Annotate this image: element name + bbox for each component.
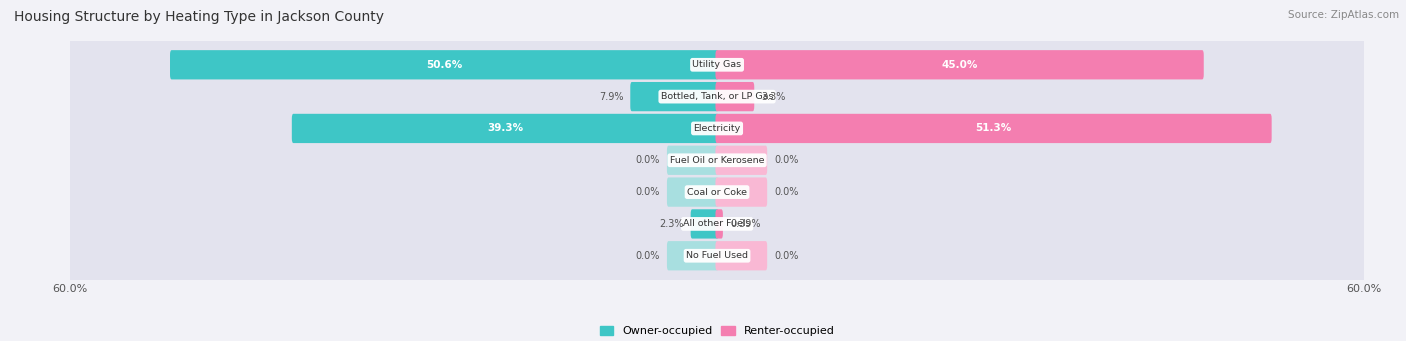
FancyBboxPatch shape xyxy=(67,65,1367,128)
Text: 51.3%: 51.3% xyxy=(976,123,1012,133)
Text: 39.3%: 39.3% xyxy=(488,123,523,133)
Text: Coal or Coke: Coal or Coke xyxy=(688,188,747,197)
FancyBboxPatch shape xyxy=(666,177,718,207)
FancyBboxPatch shape xyxy=(716,146,768,175)
Text: 0.0%: 0.0% xyxy=(775,251,799,261)
Text: 7.9%: 7.9% xyxy=(599,92,623,102)
FancyBboxPatch shape xyxy=(170,50,718,79)
Text: No Fuel Used: No Fuel Used xyxy=(686,251,748,260)
Text: Fuel Oil or Kerosene: Fuel Oil or Kerosene xyxy=(669,156,765,165)
FancyBboxPatch shape xyxy=(666,146,718,175)
FancyBboxPatch shape xyxy=(67,192,1367,255)
Text: Electricity: Electricity xyxy=(693,124,741,133)
FancyBboxPatch shape xyxy=(292,114,718,143)
FancyBboxPatch shape xyxy=(67,224,1367,287)
Text: 0.0%: 0.0% xyxy=(636,187,659,197)
FancyBboxPatch shape xyxy=(67,161,1367,224)
Text: 3.3%: 3.3% xyxy=(761,92,786,102)
Legend: Owner-occupied, Renter-occupied: Owner-occupied, Renter-occupied xyxy=(595,322,839,341)
Text: Utility Gas: Utility Gas xyxy=(693,60,741,69)
FancyBboxPatch shape xyxy=(67,129,1367,192)
FancyBboxPatch shape xyxy=(716,177,768,207)
Text: Source: ZipAtlas.com: Source: ZipAtlas.com xyxy=(1288,10,1399,20)
FancyBboxPatch shape xyxy=(716,241,768,270)
FancyBboxPatch shape xyxy=(716,209,723,239)
Text: Bottled, Tank, or LP Gas: Bottled, Tank, or LP Gas xyxy=(661,92,773,101)
Text: 0.0%: 0.0% xyxy=(775,187,799,197)
FancyBboxPatch shape xyxy=(67,33,1367,96)
Text: 0.0%: 0.0% xyxy=(775,155,799,165)
FancyBboxPatch shape xyxy=(716,50,1204,79)
FancyBboxPatch shape xyxy=(690,209,718,239)
Text: 45.0%: 45.0% xyxy=(942,60,977,70)
FancyBboxPatch shape xyxy=(716,82,754,111)
FancyBboxPatch shape xyxy=(716,114,1271,143)
Text: 50.6%: 50.6% xyxy=(426,60,463,70)
Text: 0.39%: 0.39% xyxy=(730,219,761,229)
Text: 2.3%: 2.3% xyxy=(659,219,683,229)
Text: 0.0%: 0.0% xyxy=(636,155,659,165)
Text: All other Fuels: All other Fuels xyxy=(683,219,751,228)
FancyBboxPatch shape xyxy=(67,97,1367,160)
Text: 0.0%: 0.0% xyxy=(636,251,659,261)
FancyBboxPatch shape xyxy=(666,241,718,270)
FancyBboxPatch shape xyxy=(630,82,718,111)
Text: Housing Structure by Heating Type in Jackson County: Housing Structure by Heating Type in Jac… xyxy=(14,10,384,24)
